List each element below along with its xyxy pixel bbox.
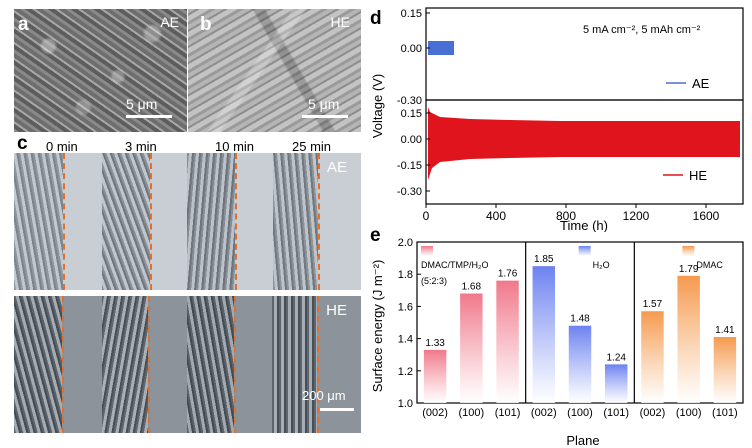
energy-xtick-label: (100) [676,407,702,419]
panel-label-e: e [370,225,381,246]
bar [460,293,483,403]
bar [532,266,556,403]
micro-scale-bar [320,408,354,411]
voltage-xlabel: Time (h) [560,218,608,232]
micro-tag-he: HE [326,302,347,319]
energy-xtick-label: (100) [458,407,484,419]
xtick-1200: 1200 [623,209,650,223]
scale-bar-b [302,115,348,118]
bar [677,275,700,403]
top-ytick--0.30: -0.30 [397,95,422,107]
micro-image-ae: AE [14,153,361,290]
xtick-800: 800 [556,209,576,223]
time-label-2: 10 min [215,139,255,154]
bar [713,336,737,403]
bar [496,280,519,403]
bottom-ytick--0.30: -0.30 [397,186,422,198]
bottom-plot-frame [425,99,744,205]
bar-value-label: 1.76 [498,269,518,280]
energy-ytick-label: 1.8 [398,269,413,281]
time-label-3: 25 min [292,139,332,154]
legend-label: H₂O [593,260,610,270]
bottom-ytick-0.15: 0.15 [401,108,422,120]
legend-sublabel: (5:2:3) [421,276,447,286]
bar [641,311,664,403]
scale-bar-a [126,115,172,118]
bar-value-label: 1.68 [462,282,482,293]
legend-swatch [682,246,695,256]
energy-ytick-label: 1.6 [398,301,413,313]
legend-he: HE [689,168,707,183]
bottom-ytick--0.15: -0.15 [397,160,422,172]
legend-label: DMAC [696,260,723,270]
voltage-chart: 0.15 0.00 -0.30 0.15 0.00 -0.15 -0.30 0 … [370,7,744,232]
xtick-1600: 1600 [693,209,720,223]
energy-xtick-label: (002) [531,407,557,419]
bar-value-label: 1.85 [534,254,554,265]
sem-image-he: b HE 5 μm [188,9,361,132]
energy-ytick-label: 1.4 [398,334,413,346]
condition-label: 5 mA cm⁻², 5 mAh cm⁻² [583,24,701,36]
energy-xtick-label: (101) [495,407,521,419]
energy-ytick-label: 1.0 [398,398,413,410]
bottom-ytick-0.00: 0.00 [401,134,422,146]
scale-label-a: 5 μm [126,96,158,112]
energy-ytick-label: 1.2 [398,366,413,378]
legend-label: DMAC/TMP/H₂O [421,260,489,270]
legend-ae: AE [692,76,710,91]
bar-value-label: 1.41 [715,325,735,336]
sem-image-ae: a AE 5 μm [14,9,187,132]
scale-label-b: 5 μm [308,96,340,112]
top-ytick-0.00: 0.00 [401,43,422,55]
bar [568,325,592,403]
surface-energy-chart: Surface energy (J m⁻²) Plane 1.0 1.2 1.4 1.… [370,237,744,448]
panel-label-a: a [18,14,29,35]
micro-tag-ae: AE [326,159,347,176]
energy-xtick-label: (100) [567,407,593,419]
sem-tag-ae: AE [160,14,179,30]
top-ytick-0.15: 0.15 [401,8,422,20]
energy-ylabel: Surface energy (J m⁻²) [370,260,385,393]
panel-label-c: c [17,133,28,154]
voltage-ylabel: Voltage (V) [370,74,385,138]
energy-xtick-label: (002) [640,407,666,419]
sem-tag-he: HE [330,14,350,30]
bar-value-label: 1.79 [679,264,699,275]
he-voltage-trace [428,107,740,180]
micro-image-he: HE 200 μm [14,296,361,433]
bar [423,349,447,403]
energy-xtick-label: (002) [422,407,448,419]
bar-value-label: 1.33 [425,338,445,349]
energy-xtick-label: (101) [712,407,738,419]
legend-swatch [421,246,433,256]
bar [604,364,628,403]
micro-scale-label: 200 μm [302,388,346,403]
ae-voltage-trace [428,41,454,55]
bar-value-label: 1.57 [643,299,663,310]
energy-xtick-label: (101) [603,407,629,419]
xtick-400: 400 [486,209,506,223]
legend-swatch [578,246,591,256]
panel-label-d: d [370,8,382,29]
energy-xlabel: Plane [566,433,599,448]
bar-value-label: 1.48 [570,314,590,325]
time-label-1: 3 min [125,139,157,154]
xtick-0: 0 [423,209,430,223]
energy-ytick-label: 2.0 [398,237,413,249]
bar-value-label: 1.24 [606,352,626,363]
time-label-0: 0 min [46,139,78,154]
panel-label-b: b [200,14,212,35]
